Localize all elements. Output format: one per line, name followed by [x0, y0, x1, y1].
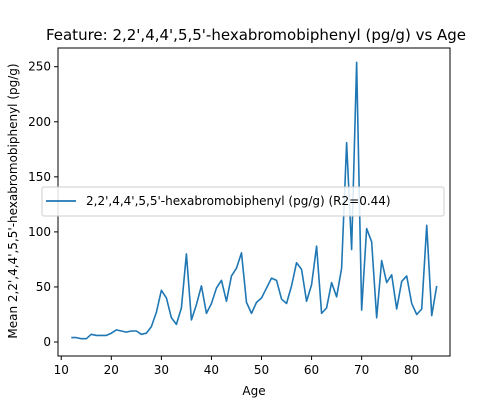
x-tick-label: 50 — [254, 363, 269, 377]
chart-title: Feature: 2,2',4,4',5,5'-hexabromobipheny… — [46, 26, 466, 44]
legend-box — [41, 186, 445, 217]
y-tick-label: 200 — [28, 115, 51, 129]
y-tick-label: 0 — [43, 335, 51, 349]
y-tick-label: 100 — [28, 225, 51, 239]
x-tick-label: 80 — [404, 363, 419, 377]
x-tick-label: 20 — [104, 363, 119, 377]
y-tick-label: 50 — [36, 280, 51, 294]
x-tick-label: 40 — [204, 363, 219, 377]
series-line — [71, 61, 438, 340]
y-tick-label: 150 — [28, 170, 51, 184]
x-axis-label: Age — [242, 384, 265, 398]
x-tick-label: 10 — [54, 363, 69, 377]
x-tick-label: 70 — [354, 363, 369, 377]
x-tick-label: 30 — [154, 363, 169, 377]
x-tick-label: 60 — [304, 363, 319, 377]
y-axis-label: Mean 2,2',4,4',5,5'-hexabromobiphenyl (p… — [6, 63, 20, 338]
legend-entry: 2,2',4,4',5,5'-hexabromobiphenyl (pg/g) … — [86, 194, 391, 208]
legend: 2,2',4,4',5,5'-hexabromobiphenyl (pg/g) … — [41, 186, 445, 217]
y-tick-label: 250 — [28, 60, 51, 74]
